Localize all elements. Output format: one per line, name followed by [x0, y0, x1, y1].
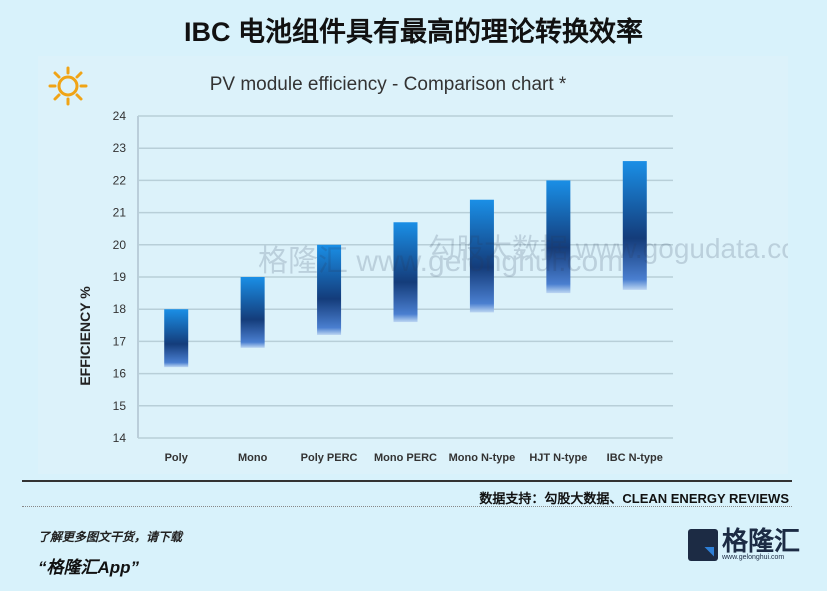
x-tick-label: Mono [238, 452, 268, 464]
gelonghui-logo: 格隆汇 www.gelonghui.com [688, 528, 800, 561]
y-tick-label: 18 [113, 302, 127, 316]
page-title: IBC 电池组件具有最高的理论转换效率 [184, 17, 643, 47]
y-tick-label: 14 [113, 431, 127, 445]
promo-app-name: “格隆汇App” [38, 558, 140, 577]
bar-hjt-n-type [546, 180, 571, 294]
y-tick-label: 17 [113, 334, 127, 348]
sun-icon [48, 66, 88, 106]
bar-mono-perc [393, 222, 418, 323]
watermark: 格隆汇 www.gelonghui.com 勾股大数据 www.gogudata… [258, 233, 788, 278]
x-tick-label: HJT N-type [529, 452, 587, 464]
logo-url: www.gelonghui.com [722, 554, 785, 561]
x-tick-label: Poly [165, 452, 189, 464]
y-tick-label: 16 [113, 367, 127, 381]
divider [22, 480, 792, 482]
y-tick-label: 24 [113, 109, 127, 123]
chart-panel: PV module efficiency - Comparison chart … [38, 56, 788, 474]
bar-poly [164, 309, 189, 368]
x-tick-label: IBC N-type [607, 452, 663, 464]
bar-mono-n-type [469, 199, 494, 313]
watermark-text: 勾股大数据 www.gogudata.com [428, 233, 788, 264]
bar-ibc-n-type [622, 161, 647, 290]
logo-name: 格隆汇 [722, 526, 801, 556]
x-tick-label: Mono N-type [449, 452, 516, 464]
dotted-divider [22, 506, 792, 507]
x-tick-label: Poly PERC [301, 452, 358, 464]
y-tick-label: 23 [113, 141, 127, 155]
y-axis-label: EFFICIENCY % [77, 286, 93, 386]
efficiency-chart: PV module efficiency - Comparison chart … [48, 66, 788, 464]
bar-poly-perc [317, 244, 342, 335]
chart-title: PV module efficiency - Comparison chart … [210, 74, 567, 95]
y-tick-label: 21 [113, 206, 127, 220]
bar-mono [240, 277, 265, 348]
y-tick-label: 20 [113, 238, 127, 252]
watermark-text: 格隆汇 www.gelonghui.com [258, 245, 623, 278]
logo-mark-icon [688, 528, 718, 561]
x-tick-label: Mono PERC [374, 452, 437, 464]
y-tick-label: 19 [113, 270, 127, 284]
promo-text: 了解更多图文干货，请下载 [38, 530, 183, 544]
data-source: 数据支持：勾股大数据、CLEAN ENERGY REVIEWS [479, 491, 789, 506]
y-tick-label: 22 [113, 173, 127, 187]
y-tick-label: 15 [113, 399, 127, 413]
